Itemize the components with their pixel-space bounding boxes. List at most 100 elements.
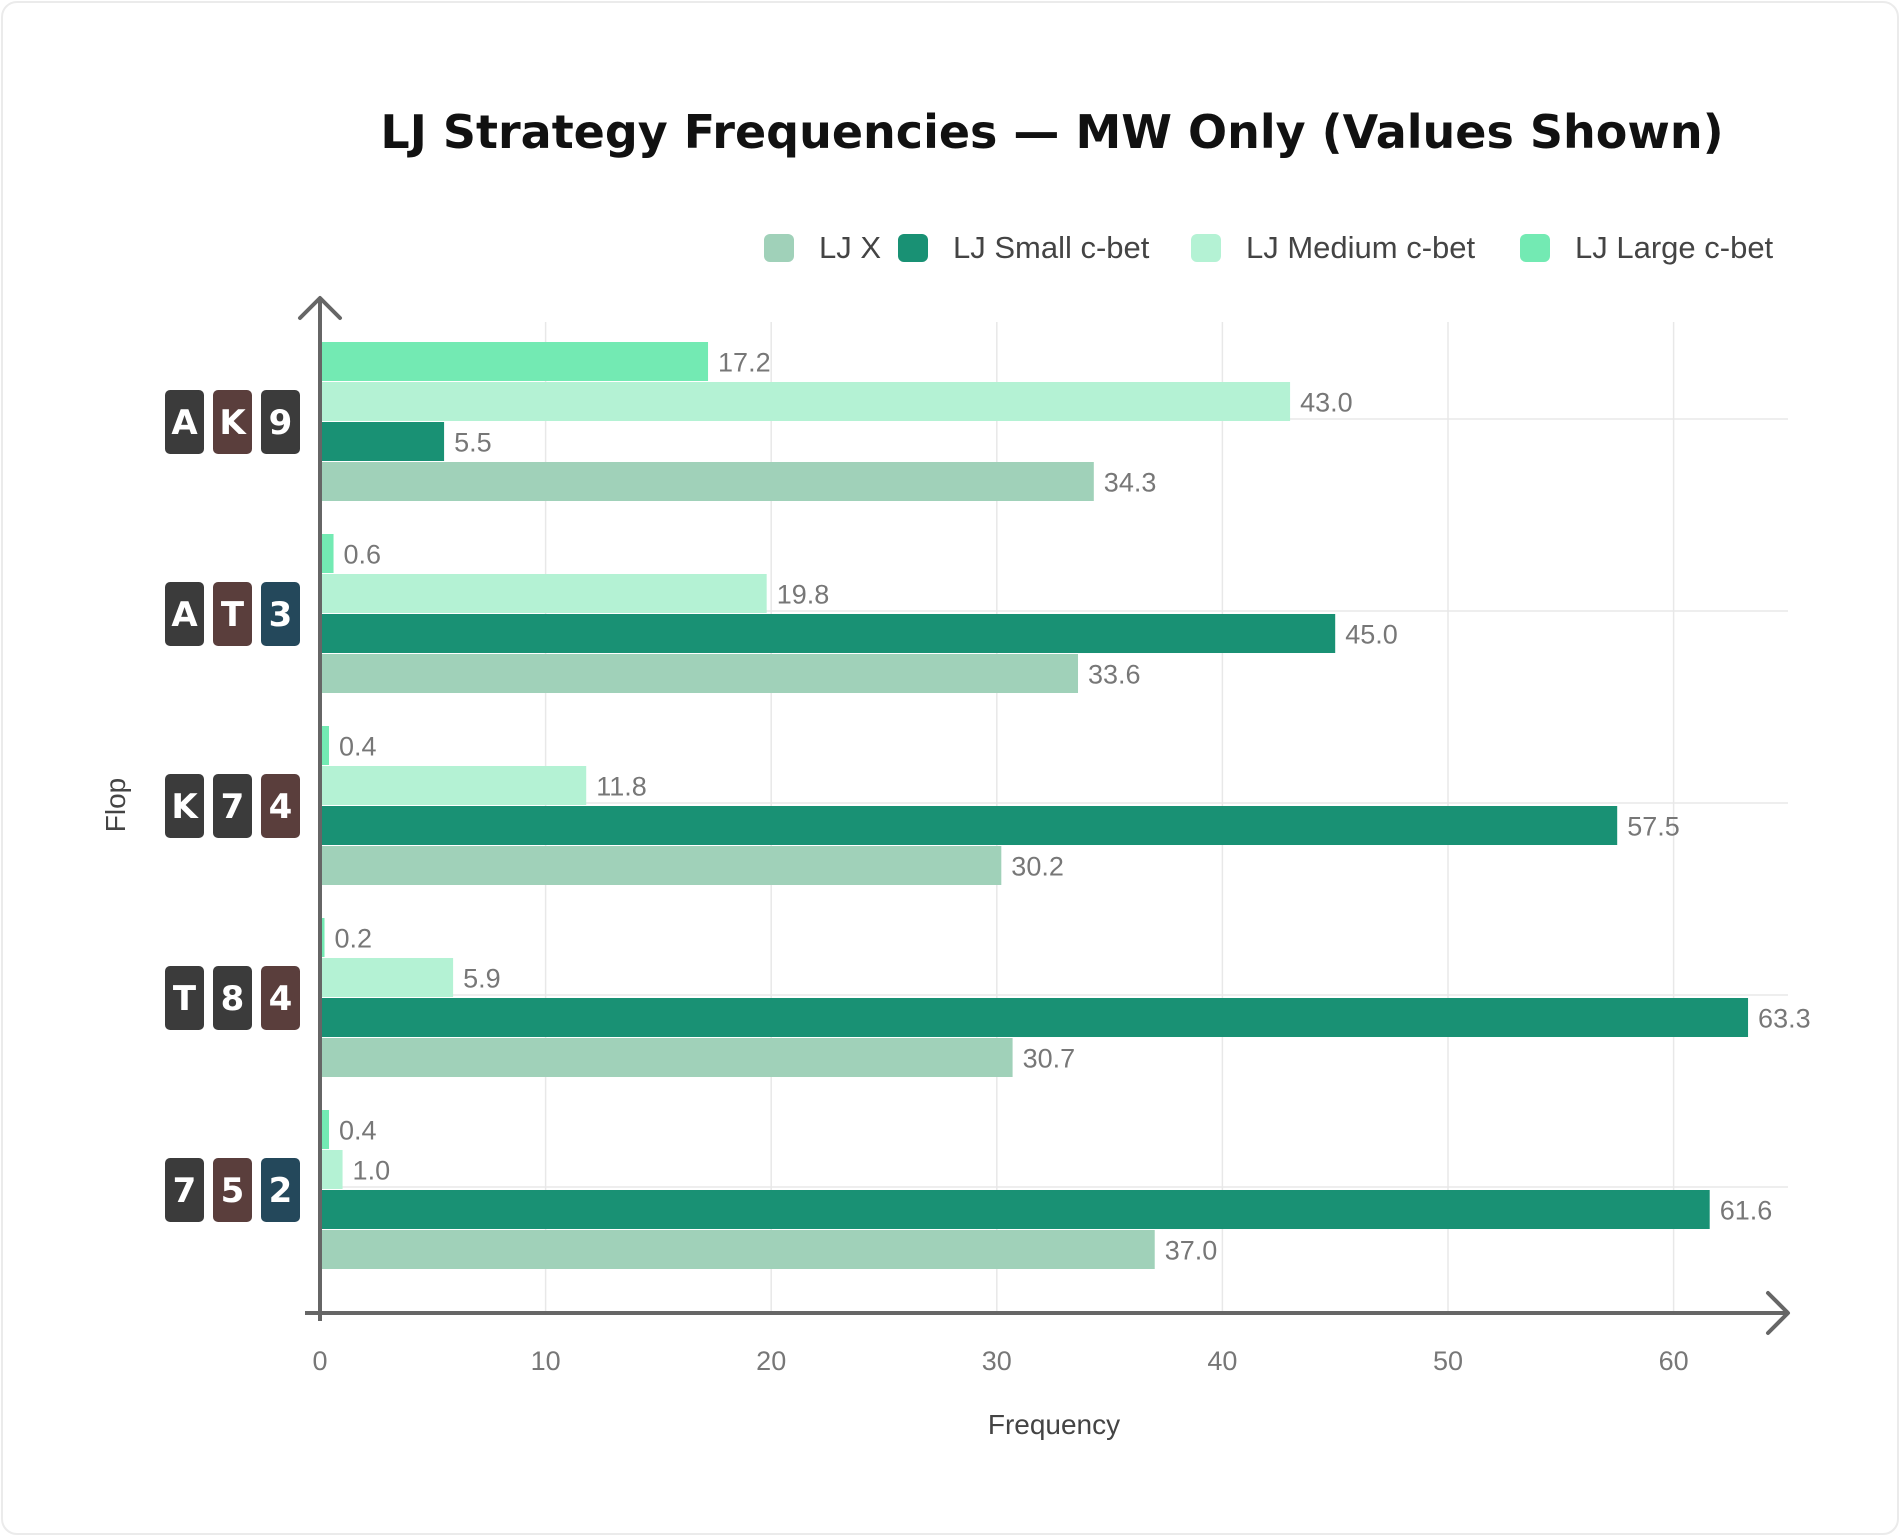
card-rank: 5 (221, 1171, 245, 1211)
x-tick-label: 60 (1659, 1346, 1689, 1376)
value-label: 0.2 (335, 924, 373, 954)
card-rank: 7 (221, 787, 245, 827)
card-A-spade: A (165, 390, 204, 454)
y-axis-title: Flop (100, 778, 131, 832)
bar-lj-medium-c-bet (320, 1150, 343, 1189)
card-T-spade: T (165, 966, 204, 1030)
card-5-heart: 5 (213, 1158, 252, 1222)
card-face (213, 1158, 252, 1222)
value-label: 11.8 (596, 772, 647, 802)
bar-lj-large-c-bet (320, 726, 330, 765)
bar-lj-x (320, 1038, 1013, 1077)
bar-lj-small-c-bet (320, 614, 1336, 653)
card-7-spade: 7 (213, 774, 252, 838)
card-face (261, 1158, 300, 1222)
card-rank: 9 (269, 403, 293, 443)
card-face (261, 582, 300, 646)
y-axis-arrow (298, 296, 342, 320)
value-label: 0.6 (344, 540, 382, 570)
value-label: 34.3 (1104, 468, 1157, 498)
value-label: 0.4 (339, 1116, 377, 1146)
x-tick-labels: 0 10 20 30 40 50 60 (312, 1346, 1688, 1376)
legend-label: LJ Large c-bet (1575, 230, 1774, 265)
legend-label: LJ Small c-bet (953, 230, 1150, 265)
card-rank: T (221, 595, 245, 635)
chart-title: LJ Strategy Frequencies — MW Only (Value… (380, 105, 1723, 159)
card-rank: 8 (221, 979, 245, 1019)
card-7-spade: 7 (165, 1158, 204, 1222)
card-rank: K (219, 403, 247, 443)
value-label: 43.0 (1300, 388, 1353, 418)
value-label: 30.2 (1011, 852, 1064, 882)
legend: LJ X LJ Small c-bet LJ Medium c-bet LJ Larg… (764, 230, 1774, 265)
legend-swatch (764, 234, 794, 262)
bar-lj-x (320, 846, 1002, 885)
bar-lj-small-c-bet (320, 1190, 1710, 1229)
legend-label: LJ X (819, 230, 881, 265)
bar-lj-x (320, 1230, 1155, 1269)
value-label: 57.5 (1627, 812, 1680, 842)
card-rank: K (171, 787, 199, 827)
value-label: 5.5 (454, 428, 492, 458)
bar-lj-x (320, 462, 1094, 501)
x-tick-label: 10 (531, 1346, 561, 1376)
value-label: 1.0 (353, 1156, 391, 1186)
x-tick-label: 0 (312, 1346, 327, 1376)
value-label: 0.4 (339, 732, 377, 762)
card-face (261, 390, 300, 454)
bar-lj-medium-c-bet (320, 574, 767, 613)
legend-item: LJ Large c-bet (1520, 230, 1774, 265)
bar-lj-large-c-bet (320, 342, 709, 381)
value-label: 61.6 (1720, 1196, 1773, 1226)
card-9-spade: 9 (261, 390, 300, 454)
legend-swatch (1520, 234, 1550, 262)
value-labels: 17.2 43.0 5.5 34.3 0.6 19.8 45.0 33.6 0.4 11.8 57.… (335, 348, 1811, 1266)
bar-lj-x (320, 654, 1079, 693)
card-rank: A (171, 403, 198, 443)
card-face (165, 966, 204, 1030)
legend-item: LJ X (764, 230, 881, 265)
card-face (213, 582, 252, 646)
card-rank: 4 (269, 979, 293, 1019)
value-label: 17.2 (718, 348, 771, 378)
card-rank: 7 (173, 1171, 197, 1211)
x-tick-label: 40 (1207, 1346, 1237, 1376)
value-label: 45.0 (1345, 620, 1398, 650)
card-4-heart: 4 (261, 966, 300, 1030)
x-tick-label: 50 (1433, 1346, 1463, 1376)
bar-lj-medium-c-bet (320, 382, 1291, 421)
x-tick-label: 30 (982, 1346, 1012, 1376)
card-face (261, 966, 300, 1030)
value-label: 63.3 (1758, 1004, 1811, 1034)
x-axis-arrow (1766, 1291, 1790, 1335)
card-face (165, 774, 204, 838)
card-3-diamond: 3 (261, 582, 300, 646)
card-rank: A (171, 595, 198, 635)
bar-lj-small-c-bet (320, 806, 1618, 845)
bar-lj-medium-c-bet (320, 958, 454, 997)
bar-lj-small-c-bet (320, 422, 445, 461)
card-rank: T (173, 979, 197, 1019)
card-K-spade: K (165, 774, 204, 838)
value-label: 19.8 (777, 580, 830, 610)
bars (320, 342, 1749, 1269)
axes (298, 296, 1790, 1335)
card-4-heart: 4 (261, 774, 300, 838)
legend-item: LJ Small c-bet (898, 230, 1150, 265)
card-8-spade: 8 (213, 966, 252, 1030)
bar-lj-large-c-bet (320, 918, 325, 957)
bar-lj-small-c-bet (320, 998, 1749, 1037)
bar-lj-medium-c-bet (320, 766, 587, 805)
x-tick-label: 20 (756, 1346, 786, 1376)
card-2-diamond: 2 (261, 1158, 300, 1222)
card-face (261, 774, 300, 838)
card-K-heart: K (213, 390, 252, 454)
flop-cards: A K 9A T 3K 7 4T 8 47 5 2 (165, 390, 300, 1222)
card-face (165, 390, 204, 454)
value-label: 5.9 (463, 964, 501, 994)
value-label: 30.7 (1023, 1044, 1076, 1074)
legend-item: LJ Medium c-bet (1191, 230, 1476, 265)
legend-swatch (898, 234, 928, 262)
